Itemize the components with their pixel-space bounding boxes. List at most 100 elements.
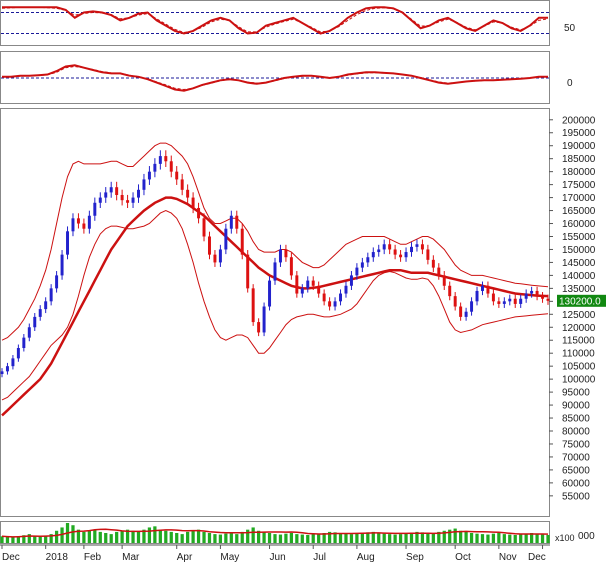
volume-bar <box>256 530 261 543</box>
candle-body <box>273 262 277 281</box>
volume-bar <box>300 534 304 543</box>
y-tick-label: 100000 <box>562 375 596 386</box>
candle-body <box>464 311 468 317</box>
volume-bar <box>404 533 408 543</box>
volume-bar <box>295 534 299 543</box>
candle-body <box>470 301 474 312</box>
volume-bar <box>459 530 463 543</box>
candle-body <box>388 244 392 250</box>
volume-bar <box>382 533 386 543</box>
volume-bar <box>306 535 310 543</box>
candle-body <box>131 197 135 203</box>
volume-bar <box>235 534 239 543</box>
candle-body <box>530 290 534 294</box>
candle-body <box>218 249 222 263</box>
volume-unit-label: x100 <box>555 533 575 543</box>
candle-body <box>289 257 293 276</box>
y-tick-label: 120000 <box>562 323 596 334</box>
candle-body <box>317 285 321 294</box>
candle-body <box>60 254 64 276</box>
volume-bar <box>136 531 141 543</box>
volume-bar <box>147 527 152 543</box>
volume-bar <box>27 534 31 543</box>
candle-body <box>459 306 463 317</box>
candle-body <box>251 288 255 323</box>
volume-bar <box>431 533 435 543</box>
candle-body <box>475 290 479 302</box>
volume-bar <box>464 531 468 543</box>
candle-body <box>404 252 408 258</box>
volume-bar <box>453 528 457 543</box>
volume-bar <box>158 529 162 543</box>
candle-body <box>142 179 146 190</box>
candle-body <box>491 293 495 302</box>
candle-body <box>306 280 310 289</box>
oscillator-bottom-tick-label: 0 <box>567 78 573 89</box>
volume-bar <box>186 531 190 543</box>
volume-bar <box>442 530 446 543</box>
volume-bar <box>322 533 326 543</box>
volume-bar <box>0 536 4 543</box>
volume-bar <box>104 533 108 543</box>
y-tick-label: 160000 <box>562 219 596 230</box>
last-price-label: 130200.0 <box>559 296 601 307</box>
y-tick-label: 70000 <box>562 452 590 463</box>
x-tick-label: 2018 <box>46 552 69 563</box>
candle-body <box>486 285 490 294</box>
volume-bar <box>273 534 277 543</box>
y-tick-label: 185000 <box>562 154 596 165</box>
x-tick-label: Aug <box>357 552 375 563</box>
y-tick-label: 80000 <box>562 427 590 438</box>
volume-bar <box>115 531 119 543</box>
candle-body <box>115 187 119 195</box>
volume-bar <box>360 533 364 543</box>
volume-bar <box>497 533 501 543</box>
y-tick-label: 180000 <box>562 167 596 178</box>
volume-bar <box>535 534 539 543</box>
volume-bar <box>120 530 124 543</box>
candle-body <box>360 262 364 268</box>
candle-body <box>508 298 512 302</box>
candle-body <box>98 197 102 203</box>
y-tick-label: 125000 <box>562 310 596 321</box>
volume-bar <box>469 533 474 543</box>
volume-bar <box>82 531 86 543</box>
volume-bar <box>491 533 496 543</box>
candle-body <box>300 288 304 294</box>
candle-body <box>240 228 244 255</box>
volume-bar <box>5 536 10 543</box>
volume-bar <box>44 535 48 543</box>
candle-body <box>109 187 113 193</box>
y-tick-label: 85000 <box>562 414 590 425</box>
candle-body <box>311 280 315 286</box>
y-tick-label: 95000 <box>562 388 590 399</box>
volume-bar <box>519 534 523 543</box>
volume-bar <box>202 531 206 543</box>
volume-bar <box>486 534 490 543</box>
y-tick-label: 165000 <box>562 206 596 217</box>
volume-bar <box>22 535 26 543</box>
oscillator-top-series-2 <box>1 6 549 34</box>
candle-body <box>519 298 523 304</box>
candle-body <box>66 231 70 255</box>
candle-body <box>399 254 403 258</box>
x-tick-label: Apr <box>177 552 193 563</box>
x-tick-label: Dec <box>2 552 20 563</box>
y-tick-label: 155000 <box>562 232 596 243</box>
candle-body <box>186 189 190 198</box>
volume-bar <box>333 532 337 543</box>
volume-bar <box>448 529 452 543</box>
y-tick-label: 150000 <box>562 245 596 256</box>
volume-bar <box>409 533 414 543</box>
volume-bar <box>502 534 506 543</box>
candle-body <box>169 161 173 172</box>
candle-body <box>437 267 441 276</box>
y-tick-label: 145000 <box>562 258 596 269</box>
x-tick-label: Oct <box>455 552 471 563</box>
candle-body <box>229 215 233 229</box>
candle-body <box>197 207 201 219</box>
candle-body <box>339 293 343 302</box>
y-tick-label: 75000 <box>562 439 590 450</box>
